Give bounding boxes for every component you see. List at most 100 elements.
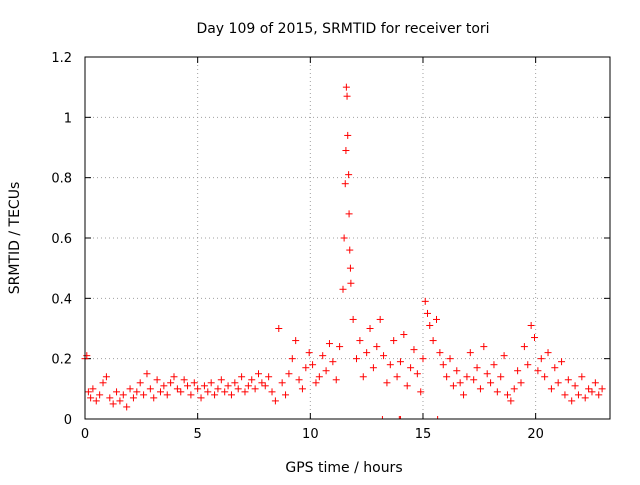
data-point — [319, 352, 327, 360]
data-point — [490, 361, 498, 369]
data-point — [109, 400, 117, 408]
data-point — [476, 385, 484, 393]
data-point — [413, 370, 421, 378]
data-point — [342, 83, 350, 91]
data-point — [403, 382, 411, 390]
data-point — [345, 171, 353, 179]
data-point — [167, 379, 175, 387]
data-point — [466, 349, 474, 357]
data-point — [248, 376, 256, 384]
data-point — [150, 394, 158, 402]
y-tick-label: 0.6 — [51, 232, 72, 247]
data-point — [493, 388, 501, 396]
data-point — [298, 385, 306, 393]
data-point — [194, 385, 202, 393]
data-point — [386, 361, 394, 369]
data-point — [347, 279, 355, 287]
data-point — [244, 382, 252, 390]
y-tick-label: 1.2 — [51, 51, 72, 66]
data-point — [578, 373, 586, 381]
data-point — [238, 373, 246, 381]
data-point — [136, 379, 144, 387]
data-point — [344, 131, 352, 139]
data-point — [503, 391, 511, 399]
data-point — [470, 376, 478, 384]
data-point — [211, 391, 219, 399]
data-point — [396, 358, 404, 366]
data-point — [446, 355, 454, 363]
data-point — [96, 391, 104, 399]
data-point — [278, 379, 286, 387]
data-point — [84, 388, 92, 396]
data-point — [390, 337, 398, 345]
data-point — [268, 388, 276, 396]
data-point — [595, 391, 603, 399]
data-point — [369, 364, 377, 372]
data-point — [224, 382, 232, 390]
data-point — [456, 379, 464, 387]
data-point — [407, 364, 415, 372]
data-point — [343, 92, 351, 100]
data-point — [520, 343, 528, 351]
data-point — [363, 349, 371, 357]
data-point — [309, 361, 317, 369]
data-point — [241, 388, 249, 396]
data-point — [173, 385, 181, 393]
data-point — [346, 246, 354, 254]
data-point — [480, 343, 488, 351]
data-point — [129, 394, 137, 402]
data-point — [426, 321, 434, 329]
data-point — [123, 403, 131, 411]
data-point — [329, 358, 337, 366]
data-point — [349, 315, 357, 323]
data-point — [537, 355, 545, 363]
data-point — [497, 373, 505, 381]
data-point — [265, 373, 273, 381]
data-point — [305, 349, 313, 357]
data-point — [156, 388, 164, 396]
data-point — [433, 315, 441, 323]
data-point — [423, 309, 431, 317]
data-point — [373, 343, 381, 351]
data-point — [345, 210, 353, 218]
data-point — [92, 397, 100, 405]
data-point — [231, 379, 239, 387]
data-point — [207, 379, 215, 387]
data-point — [177, 388, 185, 396]
data-point — [197, 394, 205, 402]
data-point — [460, 391, 468, 399]
x-tick-label: 15 — [415, 427, 432, 442]
data-point — [547, 385, 555, 393]
data-point — [366, 325, 374, 332]
data-point — [541, 373, 549, 381]
data-point — [514, 367, 522, 375]
data-point — [200, 382, 208, 390]
data-point — [288, 355, 296, 363]
data-point — [598, 385, 606, 393]
data-point — [393, 373, 401, 381]
data-point — [312, 379, 320, 387]
x-tick-label: 5 — [194, 427, 202, 442]
y-tick-label: 0.8 — [51, 172, 72, 187]
data-point — [487, 379, 495, 387]
plot-frame — [84, 56, 611, 420]
data-point — [473, 364, 481, 372]
data-point — [380, 352, 388, 360]
data-point — [463, 373, 471, 381]
data-point — [534, 367, 542, 375]
data-point — [143, 370, 151, 378]
data-point — [483, 370, 491, 378]
data-point — [83, 352, 91, 360]
data-point — [214, 385, 222, 393]
data-point — [180, 376, 188, 384]
data-point — [341, 180, 349, 188]
data-point — [359, 373, 367, 381]
data-point — [353, 355, 361, 363]
data-point — [544, 349, 552, 357]
y-tick-label: 0 — [64, 413, 72, 428]
data-point — [585, 385, 593, 393]
data-point — [581, 394, 589, 402]
data-point — [336, 343, 344, 351]
data-point — [339, 285, 347, 293]
data-point — [119, 391, 127, 399]
